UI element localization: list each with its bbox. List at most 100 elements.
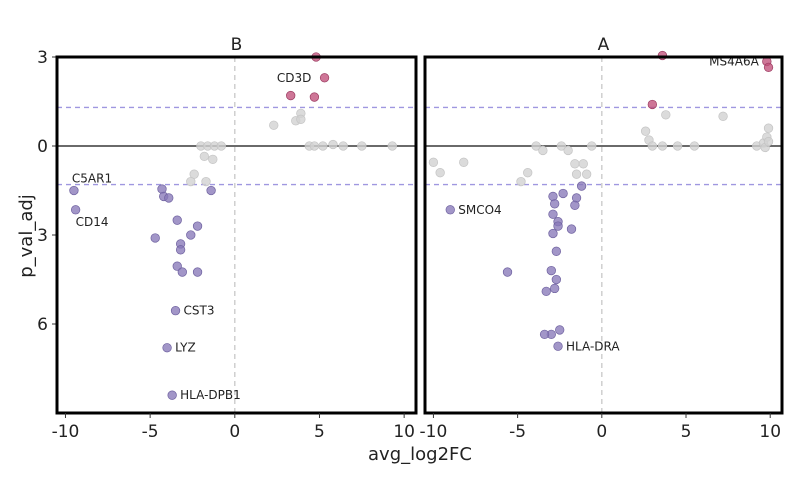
data-point-ns xyxy=(689,141,700,151)
x-axis-title: avg_log2FC xyxy=(368,444,472,465)
data-point-down xyxy=(69,185,79,196)
data-point-ns xyxy=(357,141,367,151)
data-point-down xyxy=(167,390,177,400)
gene-label: CD14 xyxy=(76,215,109,229)
data-point-ns xyxy=(387,141,397,151)
x-tick-label: 5 xyxy=(314,422,325,442)
y-axis-title: p_val_adj xyxy=(16,194,37,278)
x-tick-label: 10 xyxy=(759,422,781,442)
data-point-ns xyxy=(199,151,209,162)
data-point-ns xyxy=(201,176,211,187)
panel-border xyxy=(423,55,784,415)
data-point-ns xyxy=(328,139,338,150)
data-point-ns xyxy=(640,126,651,136)
facet-title: B xyxy=(231,35,243,55)
gene-label: SMCO4 xyxy=(458,203,501,217)
data-point-down xyxy=(551,246,561,256)
gene-label: HLA-DRA xyxy=(566,339,620,353)
data-point-down xyxy=(162,343,172,353)
data-point-down xyxy=(550,283,560,294)
data-point-down xyxy=(70,205,81,215)
facet-panel-b: B CD3D C5AR1 CD14 CST3 LYZ HLA-DPB1 -10 -5 0 5 10 xyxy=(52,35,418,442)
data-point-down xyxy=(502,267,513,277)
data-point-up xyxy=(309,92,320,102)
data-point-down xyxy=(445,205,455,215)
data-point-ns xyxy=(459,157,469,167)
data-point-down xyxy=(175,245,186,255)
data-point-down xyxy=(192,267,203,277)
data-point-ns xyxy=(718,111,728,121)
data-point-ns xyxy=(647,141,657,151)
panel-border xyxy=(55,55,418,415)
data-point-ns xyxy=(661,110,671,120)
y-tick-label: 0 xyxy=(37,137,48,157)
data-point-down xyxy=(548,209,558,219)
data-point-ns xyxy=(216,141,226,151)
data-point-ns xyxy=(763,123,774,133)
data-point-ns xyxy=(523,168,533,178)
data-point-ns xyxy=(570,159,580,169)
data-point-ns xyxy=(186,176,196,187)
data-point-down xyxy=(555,325,565,335)
data-point-down xyxy=(553,341,563,351)
data-point-ns xyxy=(538,145,548,156)
y-tick-label: 3 xyxy=(37,48,48,68)
data-point-down xyxy=(172,215,182,225)
data-point-down xyxy=(553,221,563,231)
data-point-down xyxy=(548,228,558,239)
data-point-down xyxy=(558,188,568,199)
data-point-down xyxy=(206,185,216,196)
x-tick-label: -5 xyxy=(142,422,159,442)
data-point-ns xyxy=(563,145,573,156)
data-point-down xyxy=(150,233,160,243)
gene-label: C5AR1 xyxy=(72,172,112,186)
data-point-down xyxy=(177,267,187,277)
data-point-down xyxy=(570,200,580,210)
data-point-ns xyxy=(582,169,592,179)
data-point-ns xyxy=(587,141,597,151)
data-point-ns xyxy=(435,168,445,178)
data-point-down xyxy=(192,221,203,231)
data-point-down xyxy=(576,181,587,191)
x-tick-label: -10 xyxy=(52,422,80,442)
y-tick-label: 3 xyxy=(37,226,48,246)
data-point-down xyxy=(170,306,181,316)
data-point-up xyxy=(647,99,657,110)
data-point-ns xyxy=(531,141,541,151)
data-point-down xyxy=(546,265,556,276)
data-point-ns xyxy=(428,157,439,167)
facet-title: A xyxy=(598,35,610,55)
data-point-ns xyxy=(672,141,683,151)
data-point-ns xyxy=(657,141,668,151)
y-tick-label: 6 xyxy=(37,315,48,335)
x-tick-label: -10 xyxy=(420,422,448,442)
x-tick-label: 10 xyxy=(393,422,415,442)
data-point-down xyxy=(539,329,550,340)
data-point-down xyxy=(172,261,182,271)
x-tick-label: -5 xyxy=(509,422,526,442)
gene-label: LYZ xyxy=(175,341,196,355)
data-point-up xyxy=(763,62,774,73)
x-tick-label: 0 xyxy=(596,422,607,442)
data-point-ns xyxy=(338,141,348,151)
gene-label: HLA-DPB1 xyxy=(180,388,241,402)
x-tick-label: 0 xyxy=(229,422,240,442)
data-point-down xyxy=(164,193,174,203)
data-point-ns xyxy=(309,141,320,151)
data-point-down xyxy=(566,224,577,234)
data-point-down xyxy=(541,286,551,297)
data-point-ns xyxy=(571,169,582,179)
data-point-ns xyxy=(578,159,588,169)
data-point-up xyxy=(286,90,296,101)
data-point-ns xyxy=(208,154,218,165)
data-point-down xyxy=(551,274,561,285)
data-point-ns xyxy=(269,120,279,130)
data-point-up xyxy=(319,73,330,83)
data-point-down xyxy=(186,230,196,240)
data-point-ns xyxy=(763,136,774,147)
x-tick-label: 5 xyxy=(681,422,692,442)
data-point-ns xyxy=(296,114,306,124)
data-point-ns xyxy=(556,141,567,151)
